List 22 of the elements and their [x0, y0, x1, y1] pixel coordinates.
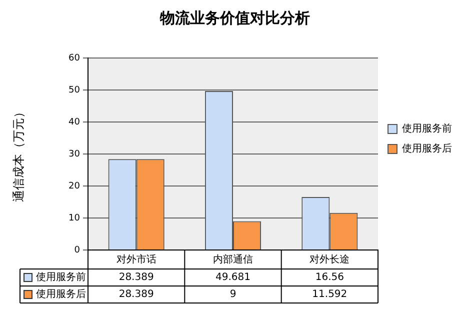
data-label: 9	[230, 289, 236, 300]
data-label: 49.681	[216, 272, 250, 284]
text: 使用服务前	[402, 124, 452, 135]
legend-label: 使用服务前	[36, 271, 86, 284]
data-label: 16.56	[315, 272, 344, 284]
y-tick-label: 50	[68, 85, 80, 96]
chart-title: 物流业务价值对比分析	[159, 8, 310, 27]
y-tick-label: 20	[68, 181, 80, 192]
y-tick-label: 60	[68, 53, 80, 64]
x-tick-label: 对外市话	[116, 254, 156, 266]
x-tick-label: 对外长途	[310, 254, 350, 266]
y-axis-title: 通信成本（万元）	[11, 106, 26, 202]
data-label: 28.389	[118, 289, 154, 300]
data-label: 28.389	[118, 272, 154, 284]
y-tick-label: 30	[68, 149, 80, 160]
y-tick-label: 0	[74, 245, 80, 256]
data-label: 11.592	[312, 289, 348, 300]
y-tick-label: 10	[68, 213, 80, 224]
y-tick-label: 40	[68, 117, 80, 128]
x-tick-label: 内部通信	[213, 254, 253, 266]
legend-label: 使用服务后	[402, 142, 452, 155]
text: 使用服务后	[36, 289, 86, 300]
